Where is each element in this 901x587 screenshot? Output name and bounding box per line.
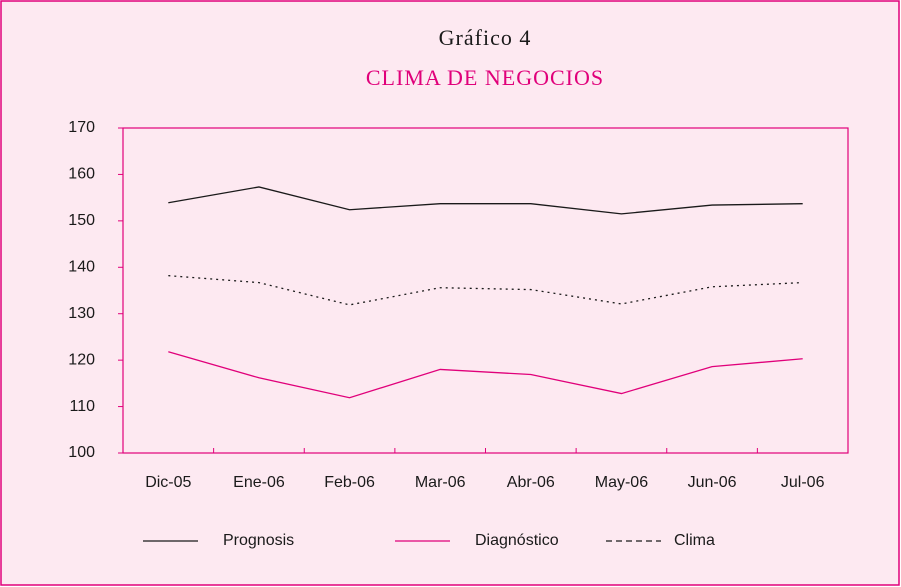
y-tick-label: 150 [68, 212, 95, 229]
legend-label: Diagnóstico [475, 532, 559, 549]
series-line [168, 186, 803, 215]
y-tick-label: 170 [68, 119, 95, 136]
legend-label: Clima [674, 532, 715, 549]
legend-label: Prognosis [223, 532, 294, 549]
x-tick-label: Jun-06 [688, 474, 737, 491]
series-line [168, 274, 803, 306]
y-tick-label: 110 [69, 398, 95, 415]
y-tick-label: 130 [68, 305, 95, 322]
x-tick-label: Dic-05 [145, 474, 191, 491]
chart-title: Gráfico 4 [439, 25, 532, 50]
x-tick-label: Mar-06 [415, 474, 466, 491]
x-tick-label: Abr-06 [507, 474, 555, 491]
y-tick-label: 160 [68, 166, 95, 183]
series-line [168, 351, 803, 399]
x-tick-label: Ene-06 [233, 474, 285, 491]
y-tick-label: 140 [68, 259, 95, 276]
x-tick-label: Feb-06 [324, 474, 375, 491]
chart-subtitle: CLIMA DE NEGOCIOS [366, 65, 604, 90]
x-tick-label: Jul-06 [781, 474, 825, 491]
x-tick-label: May-06 [595, 474, 648, 491]
y-tick-label: 100 [68, 444, 95, 461]
y-tick-label: 120 [68, 351, 95, 368]
